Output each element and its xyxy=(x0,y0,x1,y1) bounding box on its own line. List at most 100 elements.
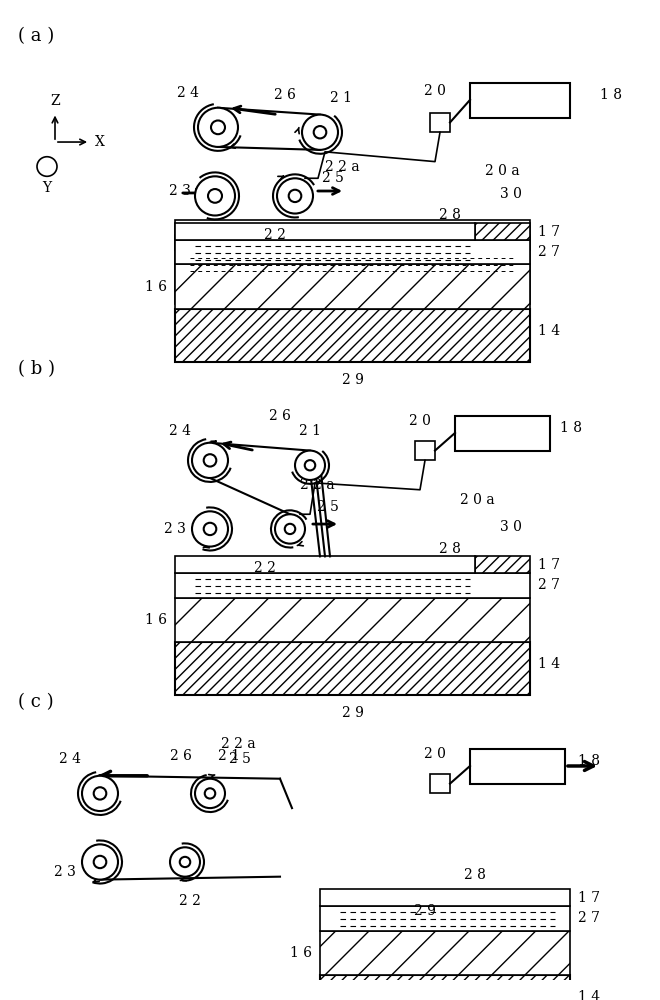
Circle shape xyxy=(295,451,325,480)
Text: 2 0 a: 2 0 a xyxy=(460,493,494,507)
Text: 2 7: 2 7 xyxy=(578,911,600,925)
Text: 1 8: 1 8 xyxy=(600,88,622,102)
Circle shape xyxy=(275,514,305,544)
Text: 2 0 a: 2 0 a xyxy=(485,164,519,178)
Text: 2 3: 2 3 xyxy=(54,865,76,879)
Text: 1 7: 1 7 xyxy=(538,225,560,239)
Text: 2 8: 2 8 xyxy=(464,868,486,882)
Bar xyxy=(470,749,565,784)
Text: Z: Z xyxy=(50,94,60,108)
Text: 2 0: 2 0 xyxy=(424,747,446,761)
Bar xyxy=(455,416,550,451)
Text: 2 9: 2 9 xyxy=(342,706,364,720)
Text: 1 7: 1 7 xyxy=(578,891,600,905)
Text: 2 8: 2 8 xyxy=(439,542,461,556)
Text: 2 5: 2 5 xyxy=(317,500,339,514)
Text: 2 3: 2 3 xyxy=(164,522,186,536)
Circle shape xyxy=(305,460,315,470)
Text: 1 4: 1 4 xyxy=(578,990,600,1000)
Text: ( b ): ( b ) xyxy=(18,360,55,378)
Text: 2 1: 2 1 xyxy=(299,424,321,438)
Text: 2 4: 2 4 xyxy=(169,424,191,438)
Bar xyxy=(175,220,530,250)
Text: 1 6: 1 6 xyxy=(145,280,167,294)
Text: 2 0: 2 0 xyxy=(409,414,431,428)
Text: 2 4: 2 4 xyxy=(177,86,199,100)
Text: ⊗: ⊗ xyxy=(41,160,53,174)
Circle shape xyxy=(195,176,235,215)
Text: 1 4: 1 4 xyxy=(538,324,560,338)
Text: 1 6: 1 6 xyxy=(290,946,312,960)
Bar xyxy=(175,240,530,264)
Circle shape xyxy=(211,120,225,134)
Circle shape xyxy=(198,108,238,147)
Text: 2 6: 2 6 xyxy=(170,749,192,763)
Text: 2 2: 2 2 xyxy=(179,894,201,908)
Circle shape xyxy=(180,857,190,867)
Bar xyxy=(175,556,475,573)
Text: ( c ): ( c ) xyxy=(18,694,53,712)
Text: 2 3: 2 3 xyxy=(169,184,191,198)
Text: 2 2 a: 2 2 a xyxy=(300,478,335,492)
Circle shape xyxy=(82,844,118,880)
Bar xyxy=(415,441,435,460)
Circle shape xyxy=(94,787,106,800)
Text: 2 2 a: 2 2 a xyxy=(325,160,360,174)
Text: Y: Y xyxy=(42,181,51,195)
Text: ( a ): ( a ) xyxy=(18,27,54,45)
Text: 2 1: 2 1 xyxy=(330,91,352,105)
Bar xyxy=(175,250,530,304)
Bar xyxy=(470,83,570,118)
Circle shape xyxy=(192,443,228,478)
Circle shape xyxy=(314,126,326,138)
Text: 2 2 a: 2 2 a xyxy=(220,737,255,751)
Text: 1 4: 1 4 xyxy=(538,657,560,671)
Text: 2 2: 2 2 xyxy=(254,561,276,575)
Circle shape xyxy=(192,511,228,547)
Bar xyxy=(430,113,450,132)
Bar xyxy=(175,573,530,598)
Circle shape xyxy=(204,454,216,467)
Bar xyxy=(320,931,570,975)
Bar xyxy=(175,598,530,642)
Text: 1 7: 1 7 xyxy=(538,558,560,572)
Text: 2 9: 2 9 xyxy=(414,904,436,918)
Bar xyxy=(320,975,570,1000)
Circle shape xyxy=(204,523,216,535)
Bar xyxy=(175,264,530,309)
Bar xyxy=(430,774,450,793)
Bar xyxy=(320,906,570,931)
Text: 2 8: 2 8 xyxy=(439,208,461,222)
Bar xyxy=(175,642,530,695)
Text: 1 8: 1 8 xyxy=(578,754,600,768)
Circle shape xyxy=(288,190,302,202)
Bar xyxy=(175,235,530,250)
Circle shape xyxy=(195,779,225,808)
Circle shape xyxy=(208,189,222,203)
Circle shape xyxy=(277,178,313,214)
Text: 2 2: 2 2 xyxy=(264,228,286,242)
Text: 2 0: 2 0 xyxy=(424,84,446,98)
Text: 2 6: 2 6 xyxy=(274,88,296,102)
Text: 2 5: 2 5 xyxy=(322,171,344,185)
Text: 2 7: 2 7 xyxy=(538,578,560,592)
Text: 2 7: 2 7 xyxy=(538,245,560,259)
Bar xyxy=(175,309,530,362)
Circle shape xyxy=(302,115,338,150)
Bar xyxy=(475,223,530,240)
Circle shape xyxy=(82,776,118,811)
Circle shape xyxy=(205,788,215,799)
Text: X: X xyxy=(95,135,105,149)
Text: 2 1: 2 1 xyxy=(218,749,240,763)
Circle shape xyxy=(284,524,295,534)
Bar xyxy=(475,556,530,573)
Bar xyxy=(320,889,570,906)
Text: 2 4: 2 4 xyxy=(59,752,81,766)
Text: 2 5: 2 5 xyxy=(229,752,251,766)
Text: 3 0: 3 0 xyxy=(500,187,522,201)
Circle shape xyxy=(94,856,106,868)
Bar xyxy=(175,223,475,240)
Text: 1 6: 1 6 xyxy=(145,613,167,627)
Text: 2 9: 2 9 xyxy=(342,373,364,387)
Text: 1 8: 1 8 xyxy=(560,421,582,435)
